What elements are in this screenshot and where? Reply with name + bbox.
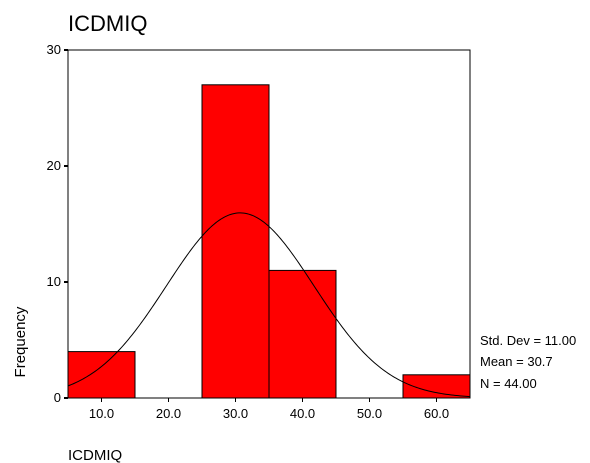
histogram-bars bbox=[67, 84, 471, 399]
stat-mean: Mean = 30.7 bbox=[480, 354, 553, 369]
y-tick-label: 10 bbox=[47, 274, 61, 289]
x-tick-label: 20.0 bbox=[156, 406, 181, 421]
histogram-bar bbox=[268, 269, 337, 399]
normal-curve bbox=[67, 212, 471, 398]
y-tick-label: 30 bbox=[47, 42, 61, 57]
y-axis-label: Frequency bbox=[12, 306, 29, 377]
y-axis: 0 10 20 30 bbox=[47, 42, 68, 405]
x-tick-label: 50.0 bbox=[357, 406, 382, 421]
x-tick-label: 60.0 bbox=[424, 406, 449, 421]
stat-std-dev: Std. Dev = 11.00 bbox=[480, 333, 576, 348]
x-tick-label: 30.0 bbox=[223, 406, 248, 421]
x-axis: 10.0 20.0 30.0 40.0 50.0 60.0 bbox=[89, 398, 449, 421]
histogram-bar bbox=[201, 84, 270, 399]
x-tick-label: 40.0 bbox=[290, 406, 315, 421]
chart-title: ICDMIQ bbox=[68, 11, 147, 36]
stat-n: N = 44.00 bbox=[480, 376, 537, 391]
histogram-bar bbox=[67, 351, 136, 399]
x-axis-label: ICDMIQ bbox=[68, 447, 122, 463]
x-tick-label: 10.0 bbox=[89, 406, 114, 421]
y-tick-label: 20 bbox=[47, 158, 61, 173]
y-tick-label: 0 bbox=[54, 390, 61, 405]
